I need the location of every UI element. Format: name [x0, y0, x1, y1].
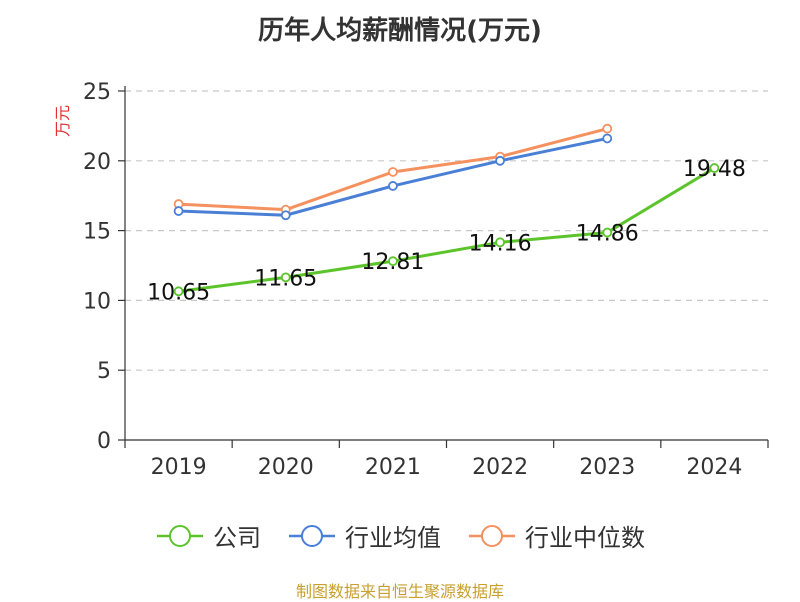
legend-item[interactable]: 公司: [155, 518, 261, 553]
x-tick-label: 2020: [258, 455, 314, 480]
data-point: [709, 163, 720, 173]
data-label: 14.86: [576, 222, 639, 247]
data-point: [388, 256, 398, 267]
y-tick-label: 25: [83, 80, 111, 105]
legend-swatch: [289, 524, 335, 547]
data-label: 10.65: [147, 280, 210, 305]
data-point: [280, 272, 291, 283]
legend-label: 公司: [213, 524, 261, 552]
y-tick-label: 15: [83, 220, 111, 245]
x-tick-label: 2021: [365, 455, 421, 480]
data-label: 12.81: [361, 250, 424, 275]
data-point: [173, 286, 184, 297]
x-tick-label: 2022: [472, 455, 528, 480]
source-text: 制图数据来自恒生聚源数据库: [295, 582, 504, 601]
legend-label: 行业中位数: [525, 524, 645, 552]
data-point: [602, 133, 613, 144]
data-point: [388, 181, 398, 191]
data-label: 19.48: [683, 157, 746, 182]
series-line: [178, 166, 716, 293]
y-tick-label: 0: [97, 429, 111, 454]
data-point: [388, 167, 398, 177]
data-point: [495, 237, 505, 248]
y-tick-label: 10: [83, 289, 111, 314]
y-tick-label: 20: [83, 150, 111, 175]
data-label: 14.16: [469, 231, 532, 256]
data-point: [280, 210, 291, 221]
data-label: 11.65: [254, 266, 317, 291]
data-point: [173, 206, 184, 216]
data-point: [602, 227, 613, 238]
legend-swatch: [469, 524, 515, 547]
x-tick-label: 2024: [686, 455, 742, 480]
legend-label: 行业均值: [345, 524, 441, 552]
y-axis-label: 万元: [53, 105, 72, 137]
legend: 公司 行业均值 行业中位数: [0, 518, 800, 553]
chart-title: 历年人均薪酬情况(万元): [258, 16, 542, 46]
legend-item[interactable]: 行业中位数: [467, 518, 645, 553]
legend-swatch: [157, 524, 203, 547]
data-point: [602, 123, 613, 134]
x-tick-label: 2019: [151, 455, 207, 480]
x-tick-label: 2023: [579, 455, 635, 480]
data-point: [495, 155, 505, 166]
y-tick-label: 5: [97, 359, 111, 384]
legend-item[interactable]: 行业均值: [287, 518, 441, 553]
